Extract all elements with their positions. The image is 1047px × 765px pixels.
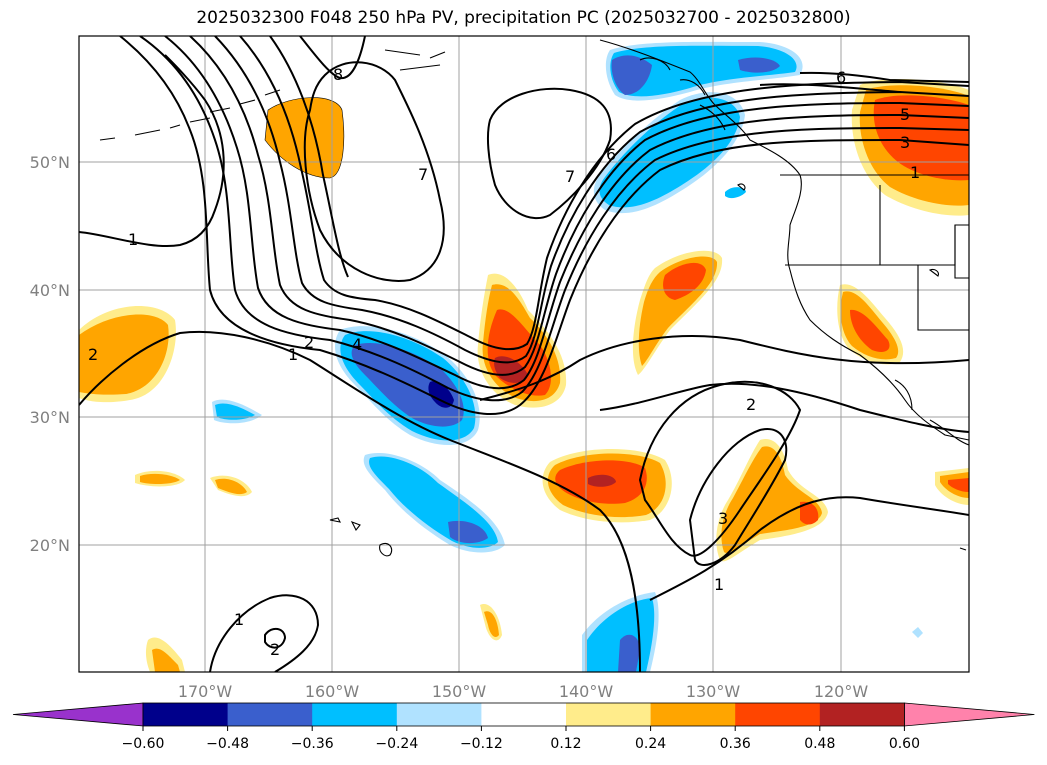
contour-label: 1 [714, 575, 724, 594]
colorbar-tick-label: 0.24 [635, 736, 666, 752]
lon-label: 150°W [432, 682, 487, 701]
lon-label: 170°W [178, 682, 233, 701]
lon-label: 140°W [559, 682, 614, 701]
lon-label: 160°W [305, 682, 360, 701]
colorbar-segment [566, 703, 652, 726]
colorbar-segment [650, 703, 736, 726]
contour-label: 1 [288, 345, 298, 364]
lon-label: 130°W [686, 682, 741, 701]
colorbar-tick-label: 0.60 [889, 736, 920, 752]
contour-label: 2 [88, 345, 98, 364]
contour-label: 1 [234, 610, 244, 629]
contour-label: 2 [746, 395, 756, 414]
colorbar-tick-label: 0.36 [720, 736, 751, 752]
colorbar-tick-label: −0.24 [375, 736, 418, 752]
colorbar-segment [312, 703, 398, 726]
colorbar-segment [396, 703, 482, 726]
colorbar: −0.60 −0.48 −0.36 −0.24 −0.12 0.12 0.24 0.36 0.4… [12, 702, 1035, 752]
colorbar-segment [819, 703, 905, 726]
contour-label: 7 [565, 167, 575, 186]
colorbar-tick-label: −0.48 [206, 736, 249, 752]
figure-title: 2025032300 F048 250 hPa PV, precipitatio… [196, 8, 851, 28]
colorbar-extend-high [904, 702, 1035, 727]
colorbar-segment [227, 703, 313, 726]
contour-label: 3 [718, 509, 728, 528]
colorbar-outline [142, 702, 905, 727]
latitude-labels: 50°N 40°N 30°N 20°N [30, 153, 70, 555]
contour-label: 5 [900, 105, 910, 124]
contour-label: 4 [352, 335, 362, 354]
pv-contours [79, 36, 969, 672]
contour-labels: 1 7 7 6 6 5 3 1 2 1 4 2 3 1 1 2 2 8 [88, 65, 920, 659]
lat-label: 40°N [30, 281, 70, 300]
contour-label: 2 [304, 333, 314, 352]
longitude-labels: 170°W 160°W 150°W 140°W 130°W 120°W [178, 682, 869, 701]
lat-label: 50°N [30, 153, 70, 172]
map-frame [78, 35, 970, 673]
colorbar-tick-label: −0.36 [291, 736, 334, 752]
coastlines [99, 39, 969, 557]
colorbar-tick-label: 0.12 [550, 736, 581, 752]
lat-label: 20°N [30, 536, 70, 555]
contour-label: 8 [333, 65, 343, 84]
colorbar-segment [143, 703, 229, 726]
colorbar-tick-label: −0.60 [122, 736, 165, 752]
colorbar-tick-label: −0.12 [460, 736, 503, 752]
contour-label: 2 [270, 640, 280, 659]
colorbar-segment [481, 703, 567, 726]
colorbar-extend-low [12, 702, 144, 727]
contour-label: 7 [418, 165, 428, 184]
colorbar-tick-label: 0.48 [804, 736, 835, 752]
lon-label: 120°W [814, 682, 869, 701]
contour-label: 6 [836, 68, 846, 87]
contour-label: 3 [900, 133, 910, 152]
lat-label: 30°N [30, 408, 70, 427]
contour-label: 1 [910, 163, 920, 182]
colorbar-segment [735, 703, 821, 726]
contour-label: 6 [606, 145, 616, 164]
contour-label: 1 [128, 230, 138, 249]
gridlines [79, 36, 969, 672]
